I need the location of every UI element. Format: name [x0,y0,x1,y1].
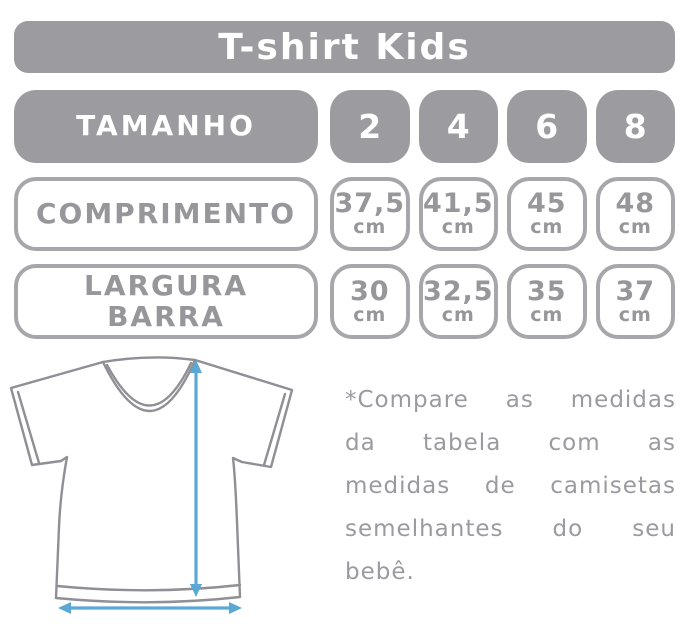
row-largura-barra: LARGURA BARRA 30 cm 32,5 cm 35 cm 37 cm [14,264,675,339]
largura-cell-size8: 37 cm [595,264,675,339]
note-line: medidas de camisetas [345,473,676,499]
largura-label-line2: BARRA [107,299,225,333]
largura-label-line1: LARGURA [83,268,249,302]
row-comprimento: COMPRIMENTO 37,5 cm 41,5 cm 45 cm 48 cm [14,177,675,251]
page-title: T-shirt Kids [218,26,471,68]
largura-cell-size4: 32,5 cm [418,264,498,339]
tamanho-label: TAMANHO [76,109,256,143]
size-cell-4: 4 [418,90,498,163]
tshirt-diagram [9,356,294,614]
left-cuff-seam [16,390,41,465]
note-text: *Compare as medidas da tabela com as med… [345,379,676,594]
comprimento-cell-size6: 45 cm [507,177,587,251]
title-bar: T-shirt Kids [14,21,675,73]
collar-inner-line [105,361,193,407]
note-line: semelhantes do seu [345,516,676,542]
comprimento-cell-size4: 41,5 cm [418,177,498,251]
largura-label-cell: LARGURA BARRA [14,264,318,339]
note-line: *Compare as medidas [345,387,676,413]
comprimento-label-cell: COMPRIMENTO [14,177,318,251]
tamanho-label-cell: TAMANHO [14,90,318,163]
size-cell-8: 8 [595,90,675,163]
size-cell-2: 2 [330,90,410,163]
largura-cell-size6: 35 cm [507,264,587,339]
comprimento-cell-size2: 37,5 cm [330,177,410,251]
length-arrow-icon [190,360,202,597]
tshirt-outline [9,356,294,604]
largura-cell-size2: 30 cm [330,264,410,339]
note-line: bebê. [345,559,415,585]
row-tamanho: TAMANHO 2 4 6 8 [14,90,675,163]
comprimento-cell-size8: 48 cm [595,177,675,251]
size-cell-6: 6 [507,90,587,163]
right-cuff-seam [262,392,287,467]
hem-seam-line [55,583,242,592]
width-arrow-icon [58,602,242,614]
comprimento-label: COMPRIMENTO [35,196,297,230]
collar-outer-line [101,358,197,413]
note-line: da tabela com as [345,430,676,456]
